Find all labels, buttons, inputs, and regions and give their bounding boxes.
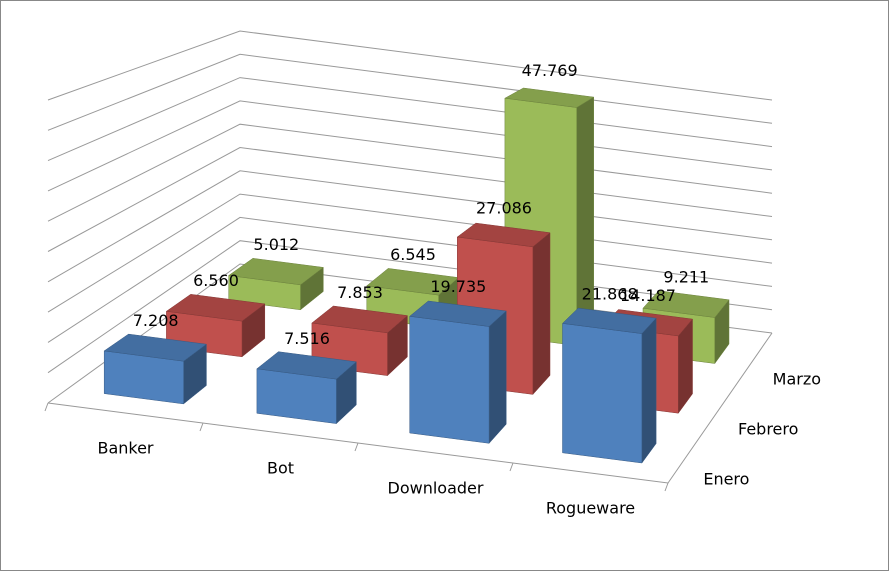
bar-top	[409, 300, 507, 327]
bar-top	[165, 294, 266, 322]
data-label: 7.516	[284, 329, 330, 348]
category-tick	[354, 442, 359, 452]
grid-line	[47, 146, 773, 252]
x-tick-label: Downloader	[388, 479, 484, 498]
grid-line	[47, 216, 773, 343]
grid-line	[47, 193, 773, 313]
category-tick	[199, 422, 204, 432]
grid-line	[47, 123, 773, 222]
bar-top	[561, 307, 657, 334]
bar-top	[504, 87, 595, 108]
bar-side	[488, 310, 507, 444]
grid-line	[47, 240, 773, 374]
bar-side	[532, 232, 551, 396]
data-label: 14.187	[620, 286, 676, 305]
bar	[228, 258, 324, 311]
bar-top	[456, 222, 551, 248]
category-tick	[509, 462, 514, 472]
bar-top	[311, 305, 408, 334]
grid-line	[47, 170, 773, 283]
data-label: 9.211	[663, 268, 709, 287]
bar	[561, 307, 657, 464]
data-label: 6.560	[193, 271, 239, 290]
grid-line	[47, 77, 773, 162]
data-label: 21.868	[582, 284, 638, 303]
legend-label: Enero	[703, 470, 749, 489]
data-label: 27.086	[476, 198, 532, 217]
bar-top	[642, 290, 730, 318]
bar-top	[256, 351, 357, 380]
data-label: 7.853	[337, 283, 383, 302]
x-tick-label: Bot	[267, 459, 294, 478]
bar	[311, 305, 408, 377]
bar	[103, 333, 208, 405]
data-label: 19.735	[430, 277, 486, 296]
bar-front	[562, 323, 643, 464]
legend-label: Febrero	[738, 420, 798, 439]
grid-line	[47, 100, 773, 192]
bar-top	[228, 258, 324, 286]
grid-line	[47, 30, 773, 101]
legend-label: Marzo	[773, 370, 821, 389]
bar-front	[409, 316, 490, 444]
data-label: 5.012	[253, 235, 299, 254]
bar-side	[641, 317, 657, 464]
data-label: 47.769	[522, 61, 578, 80]
data-label: 6.545	[390, 245, 436, 264]
bar-top	[103, 333, 208, 362]
x-tick-label: Rogueware	[546, 499, 635, 518]
bar	[256, 351, 357, 425]
grid-line	[47, 53, 773, 131]
category-tick	[664, 482, 669, 492]
bar	[409, 300, 507, 444]
data-label: 7.208	[133, 311, 179, 330]
category-tick	[44, 402, 49, 412]
x-tick-label: Banker	[97, 439, 153, 458]
